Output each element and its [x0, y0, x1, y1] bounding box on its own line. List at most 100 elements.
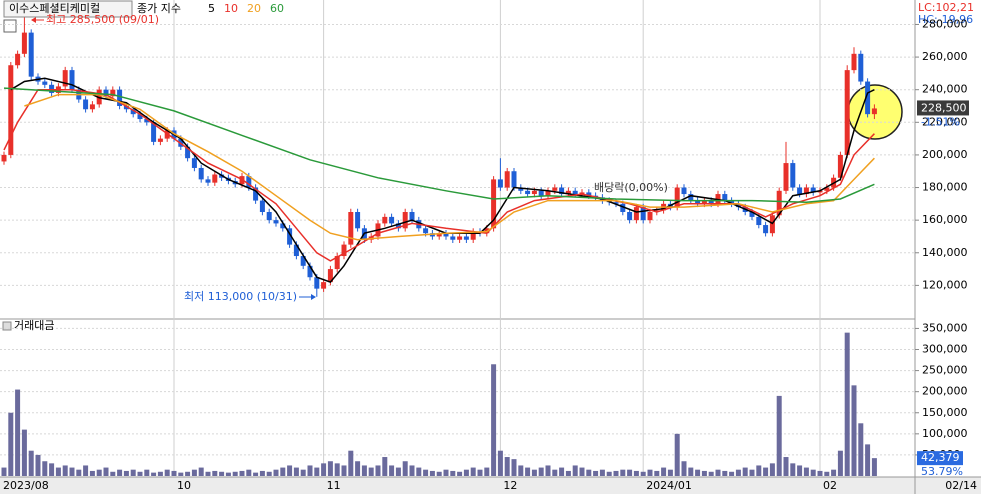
volume-bar — [341, 465, 347, 476]
y-tick-label: 160,000 — [922, 213, 968, 226]
volume-bar — [314, 467, 320, 476]
volume-bar — [191, 469, 197, 476]
volume-bar — [518, 465, 524, 476]
volume-change: 53.79% — [921, 465, 963, 478]
volume-bar — [708, 471, 714, 476]
volume-bar — [28, 450, 34, 476]
candle-body — [837, 154, 843, 178]
volume-bar — [389, 465, 395, 476]
annotation-arrowhead — [311, 294, 316, 300]
volume-bar — [307, 465, 313, 476]
y-tick-label: 220,000 — [922, 115, 968, 128]
candle-body — [212, 174, 218, 183]
candle-body — [654, 210, 660, 212]
menu-icon[interactable] — [3, 19, 17, 33]
volume-bar — [225, 472, 231, 476]
candle-body — [49, 84, 55, 93]
volume-bar — [239, 470, 245, 476]
candle-body — [110, 89, 116, 97]
volume-bar — [851, 385, 857, 476]
candle-body — [620, 203, 626, 212]
volume-bar — [633, 470, 639, 476]
volume-bar — [477, 469, 483, 476]
volume-bar — [790, 463, 796, 476]
volume-bar — [545, 465, 551, 476]
y-tick-label: 150,000 — [922, 406, 968, 419]
candle-body — [83, 99, 89, 110]
candle-body — [185, 146, 191, 159]
price-change: -1.51% — [921, 115, 960, 128]
candle-body — [457, 236, 463, 240]
legend-entry: 60 — [270, 2, 284, 15]
candle-body — [69, 70, 75, 90]
y-tick-label: 140,000 — [922, 246, 968, 259]
volume-bar — [171, 470, 177, 476]
legend-entry: 10 — [224, 2, 238, 15]
candle-body — [763, 225, 769, 234]
candle-body — [701, 200, 707, 204]
candle-body — [151, 122, 157, 142]
legend-entry: 5 — [208, 2, 215, 15]
y-tick-label: 180,000 — [922, 181, 968, 194]
candle-body — [647, 212, 653, 221]
candle-body — [688, 194, 694, 201]
candle-body — [545, 190, 551, 196]
candle-body — [259, 200, 265, 212]
candle-body — [21, 32, 27, 54]
candle-body — [341, 244, 347, 257]
candle-body — [423, 228, 429, 234]
volume-bar — [504, 457, 510, 476]
volume-bar — [511, 459, 517, 476]
candle-body — [198, 167, 204, 180]
volume-bar — [667, 469, 673, 476]
volume-bar — [157, 471, 163, 476]
volume-bar — [491, 364, 497, 476]
volume-bar — [586, 469, 592, 476]
x-tick-label: 11 — [327, 479, 341, 492]
annotation: 배당락(0,00%) — [594, 181, 668, 194]
volume-bar — [334, 463, 340, 476]
volume-bar — [865, 444, 871, 476]
y-tick-label: 260,000 — [922, 50, 968, 63]
volume-bar — [144, 469, 150, 476]
candle-body — [511, 171, 517, 188]
candle-body — [565, 190, 571, 195]
volume-bar — [185, 471, 191, 476]
candle-body — [463, 236, 469, 240]
candle-body — [735, 203, 741, 208]
volume-bar — [463, 469, 469, 476]
volume-bar — [661, 467, 667, 476]
volume-bar — [593, 470, 599, 476]
volume-bar — [871, 458, 877, 476]
volume-bar — [89, 470, 95, 476]
candle-body — [640, 207, 646, 221]
volume-bar — [416, 467, 422, 476]
candle-body — [572, 190, 578, 195]
volume-bar — [287, 465, 293, 476]
candle-body — [844, 70, 850, 155]
plot-layer — [0, 0, 919, 477]
candle-body — [103, 89, 109, 97]
volume-bar — [688, 467, 694, 476]
candle-body — [28, 32, 34, 77]
volume-bar — [450, 470, 456, 476]
volume-bar — [103, 467, 109, 476]
candle-body — [89, 104, 95, 110]
y-tick-label: 350,000 — [922, 321, 968, 334]
volume-bar — [15, 389, 21, 476]
candle-body — [402, 212, 408, 229]
volume-bar — [681, 461, 687, 476]
candle-body — [62, 70, 68, 87]
volume-bar — [402, 461, 408, 476]
volume-bar — [178, 472, 184, 476]
volume-bar — [246, 469, 252, 476]
candle-body — [817, 190, 823, 193]
volume-bar — [572, 465, 578, 476]
volume-bar — [49, 463, 55, 476]
candle-body — [382, 216, 388, 224]
volume-bar — [763, 467, 769, 476]
volume-bar — [96, 469, 102, 476]
legend-entry: 20 — [247, 2, 261, 15]
x-tick-label: 12 — [503, 479, 517, 492]
volume-bar — [824, 471, 830, 476]
